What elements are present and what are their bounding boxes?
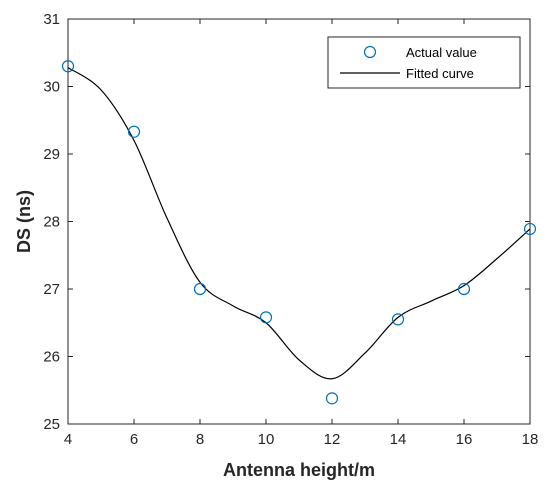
x-axis-ticks: 4 6 8 10 12 14 16 18	[64, 19, 539, 448]
actual-value-points-layer	[61, 60, 537, 405]
legend-marker-actual-value	[363, 45, 377, 59]
x-tick-label: 16	[456, 431, 473, 448]
legend-label-fitted-curve: Fitted curve	[406, 66, 474, 81]
actual-value-point	[61, 60, 75, 73]
y-tick-label: 27	[43, 281, 60, 298]
y-tick-label: 28	[43, 214, 60, 231]
actual-value-point	[193, 282, 207, 296]
actual-value-point	[457, 282, 471, 296]
x-tick-label: 4	[64, 431, 72, 448]
x-tick-label: 18	[522, 431, 539, 448]
x-axis-title: Antenna height/m	[223, 460, 375, 480]
x-tick-label: 10	[258, 431, 275, 448]
fitted-curve-line	[67, 67, 531, 380]
legend-box	[327, 36, 521, 89]
legend-label-actual-value: Actual value	[406, 45, 477, 60]
y-tick-label: 31	[43, 11, 60, 28]
y-axis-ticks: 25 26 27 28 29 30 31	[43, 11, 530, 433]
x-tick-label: 8	[196, 431, 204, 448]
y-tick-label: 29	[43, 146, 60, 163]
legend: Actual value Fitted curve	[327, 36, 521, 89]
actual-value-point	[391, 313, 405, 326]
x-tick-label: 12	[324, 431, 341, 448]
y-tick-label: 26	[43, 349, 60, 366]
y-tick-label: 30	[43, 79, 60, 96]
x-tick-label: 6	[130, 431, 138, 448]
fitted-curve-layer	[67, 67, 531, 380]
y-axis-title: DS (ns)	[14, 190, 34, 253]
actual-value-point	[523, 222, 537, 236]
y-tick-label: 25	[43, 416, 60, 433]
actual-value-point	[127, 125, 141, 138]
actual-value-point	[259, 311, 273, 324]
actual-value-point	[325, 392, 339, 405]
x-tick-label: 14	[390, 431, 407, 448]
